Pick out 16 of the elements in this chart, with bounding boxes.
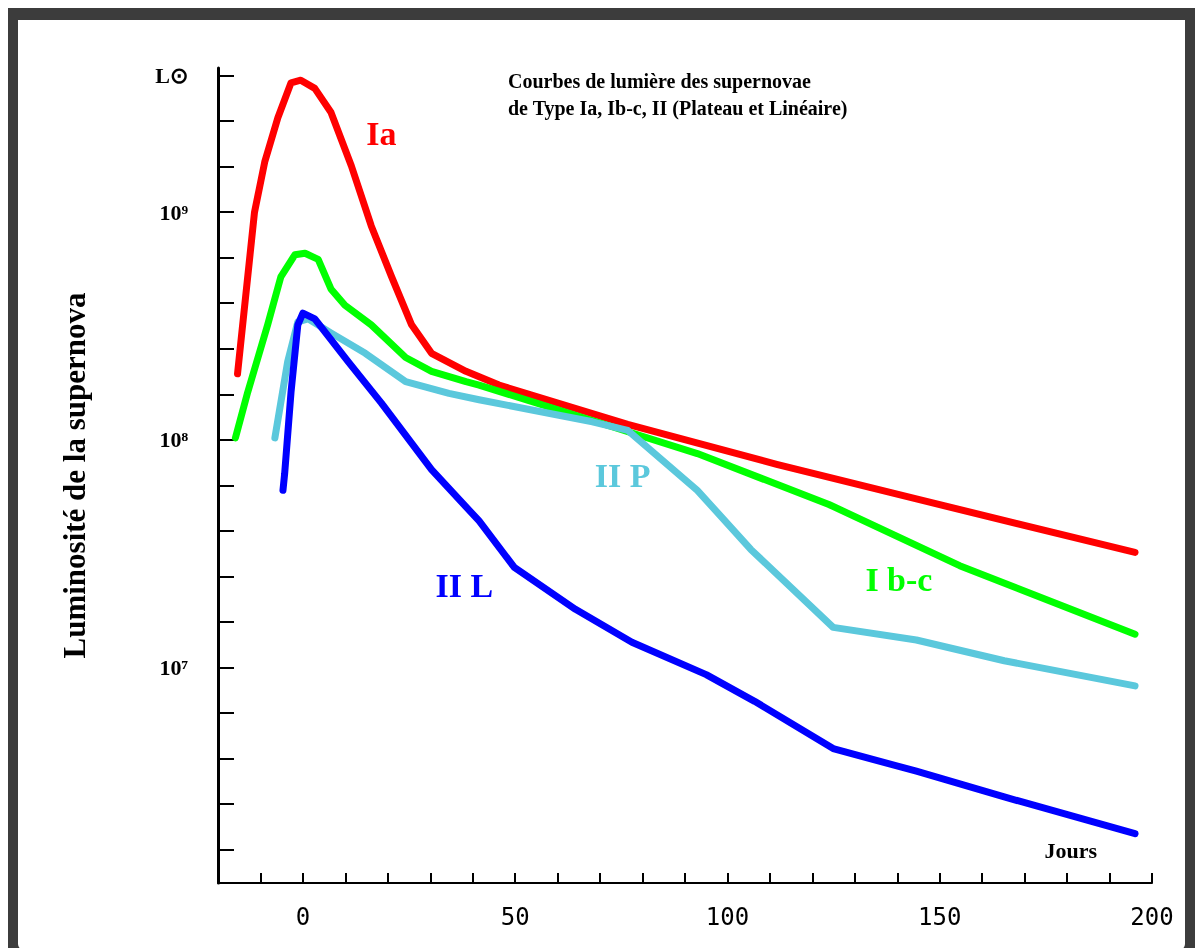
series-label: II L bbox=[435, 566, 494, 604]
x-axis-title: Jours bbox=[1044, 837, 1098, 863]
y-tick-label: 10⁷ bbox=[159, 654, 189, 680]
x-tick-label: 100 bbox=[705, 903, 750, 931]
x-tick-label: 50 bbox=[500, 903, 530, 931]
series-label: Ia bbox=[366, 115, 397, 153]
y-tick-label: L⊙ bbox=[155, 63, 188, 89]
y-axis-title: Luminosité de la supernova bbox=[57, 291, 92, 659]
series-label: II P bbox=[594, 456, 651, 494]
y-tick-label: 10⁹ bbox=[159, 199, 189, 225]
text: Courbes de lumière des supernovae de Type Ia, Ib-c, II (Plateau et Linéaire) bbox=[508, 69, 848, 120]
x-tick-label: 150 bbox=[918, 903, 962, 931]
x-tick-label: 200 bbox=[1130, 903, 1174, 931]
series-label: I b-c bbox=[865, 560, 933, 598]
y-tick-label: 10⁸ bbox=[159, 427, 189, 453]
x-tick-label: 0 bbox=[295, 903, 311, 931]
